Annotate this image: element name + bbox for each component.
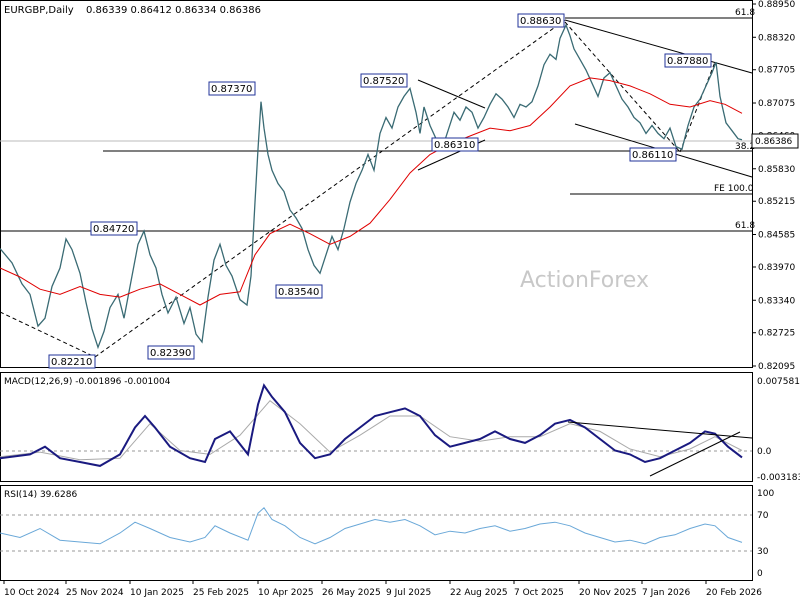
svg-text:0.84720: 0.84720 <box>93 224 134 235</box>
swing-label-087520: 0.87520 <box>360 73 408 88</box>
svg-text:0.88630: 0.88630 <box>520 16 561 27</box>
x-tick-label: 10 Oct 2024 <box>4 588 60 598</box>
svg-text:0.87880: 0.87880 <box>667 56 708 67</box>
last-price-label: 0.86386 <box>755 137 792 147</box>
price-y-tick-label: 0.85215 <box>758 197 795 207</box>
x-tick-label: 20 Nov 2025 <box>579 588 637 598</box>
channel-upper <box>564 19 753 74</box>
price-y-axis: 0.889500.883200.877050.870750.864600.858… <box>752 0 795 372</box>
chart-header-ohlc: 0.86339 0.86412 0.86334 0.86386 <box>86 5 261 16</box>
x-tick-label: 25 Nov 2024 <box>66 588 124 598</box>
svg-text:0.87370: 0.87370 <box>211 84 252 95</box>
swing-label-082390: 0.82390 <box>147 345 195 360</box>
x-tick-label: 7 Oct 2025 <box>514 588 564 598</box>
svg-text:0.86310: 0.86310 <box>434 140 475 151</box>
svg-text:0.87520: 0.87520 <box>363 76 404 87</box>
swing-label-084720: 0.84720 <box>90 221 138 236</box>
fib-label-382: 38.2 <box>735 142 755 152</box>
price-y-tick-label: 0.82095 <box>758 362 795 372</box>
svg-text:0.82210: 0.82210 <box>51 357 92 368</box>
fib-label-618-top: 61.8 <box>735 8 755 18</box>
price-y-tick-label: 0.83970 <box>758 263 795 273</box>
watermark: ActionForex <box>520 268 649 293</box>
macd-panel-frame <box>0 372 753 482</box>
rsi-y-tick-0: 0 <box>757 569 763 579</box>
dash-triangle-2 <box>679 61 716 153</box>
macd-signal-line <box>0 400 743 461</box>
moving-average-line <box>0 77 743 306</box>
price-panel-frame <box>0 0 753 368</box>
x-tick-label: 20 Feb 2026 <box>706 588 762 598</box>
price-y-tick-label: 0.88320 <box>758 33 795 43</box>
x-tick-label: 22 Aug 2025 <box>450 588 508 598</box>
macd-y-tick-top: 0.007581 <box>757 377 800 387</box>
macd-divergence-line-lower <box>649 431 741 477</box>
svg-text:0.82390: 0.82390 <box>150 348 191 359</box>
trendline-dashed-early <box>0 311 96 358</box>
macd-y-tick-zero: 0.0 <box>757 447 772 457</box>
rsi-y-tick-70: 70 <box>757 511 769 521</box>
price-y-tick-label: 0.84585 <box>758 231 795 241</box>
swing-label-088630: 0.88630 <box>517 13 565 28</box>
price-series-line <box>0 23 743 350</box>
fib-label-618-low: 61.8 <box>735 221 755 231</box>
x-tick-label: 10 Apr 2025 <box>258 588 314 598</box>
fe-label-100: FE 100.0 <box>714 184 754 194</box>
trendline-dashed-uptrend <box>94 19 566 358</box>
macd-title: MACD(12,26,9) -0.001896 -0.001004 <box>4 377 171 387</box>
price-y-tick-label: 0.82725 <box>758 329 795 339</box>
price-y-tick-label: 0.87075 <box>758 99 795 109</box>
rsi-y-tick-100: 100 <box>757 489 774 499</box>
chart-header-symbol: EURGBP,Daily <box>4 5 74 16</box>
x-tick-label: 26 May 2025 <box>322 588 381 598</box>
macd-line <box>0 383 743 467</box>
macd-divergence-line-upper <box>567 421 753 439</box>
rsi-line <box>0 507 743 545</box>
dash-triangle-1 <box>564 21 681 153</box>
rsi-title: RSI(14) 39.6286 <box>4 490 77 500</box>
x-tick-label: 10 Jan 2025 <box>130 588 184 598</box>
wedge-upper <box>417 79 486 109</box>
swing-label-086110: 0.86110 <box>629 147 677 162</box>
swing-label-086310: 0.86310 <box>431 137 479 152</box>
price-y-tick-label: 0.88950 <box>758 0 795 10</box>
rsi-y-tick-30: 30 <box>757 547 769 557</box>
x-tick-label: 25 Feb 2025 <box>193 588 249 598</box>
macd-y-tick-bottom: -0.003183 <box>757 473 800 483</box>
last-price-box <box>751 133 799 149</box>
swing-label-083540: 0.83540 <box>275 284 323 299</box>
date-x-axis: 10 Oct 2024 25 Nov 2024 10 Jan 2025 25 Feb … <box>3 580 762 598</box>
swing-label-087370: 0.87370 <box>208 81 256 96</box>
price-y-tick-label: 0.85830 <box>758 165 795 175</box>
svg-text:0.86110: 0.86110 <box>632 150 673 161</box>
swing-label-087880: 0.87880 <box>664 53 712 68</box>
price-y-tick-label: 0.87705 <box>758 66 795 76</box>
x-tick-label: 9 Jul 2025 <box>386 588 431 598</box>
x-tick-label: 7 Jan 2026 <box>642 588 690 598</box>
swing-label-082210: 0.82210 <box>48 354 96 369</box>
rsi-panel-frame <box>0 485 753 581</box>
price-y-tick-label: 0.83340 <box>758 296 795 306</box>
svg-text:0.83540: 0.83540 <box>278 287 319 298</box>
